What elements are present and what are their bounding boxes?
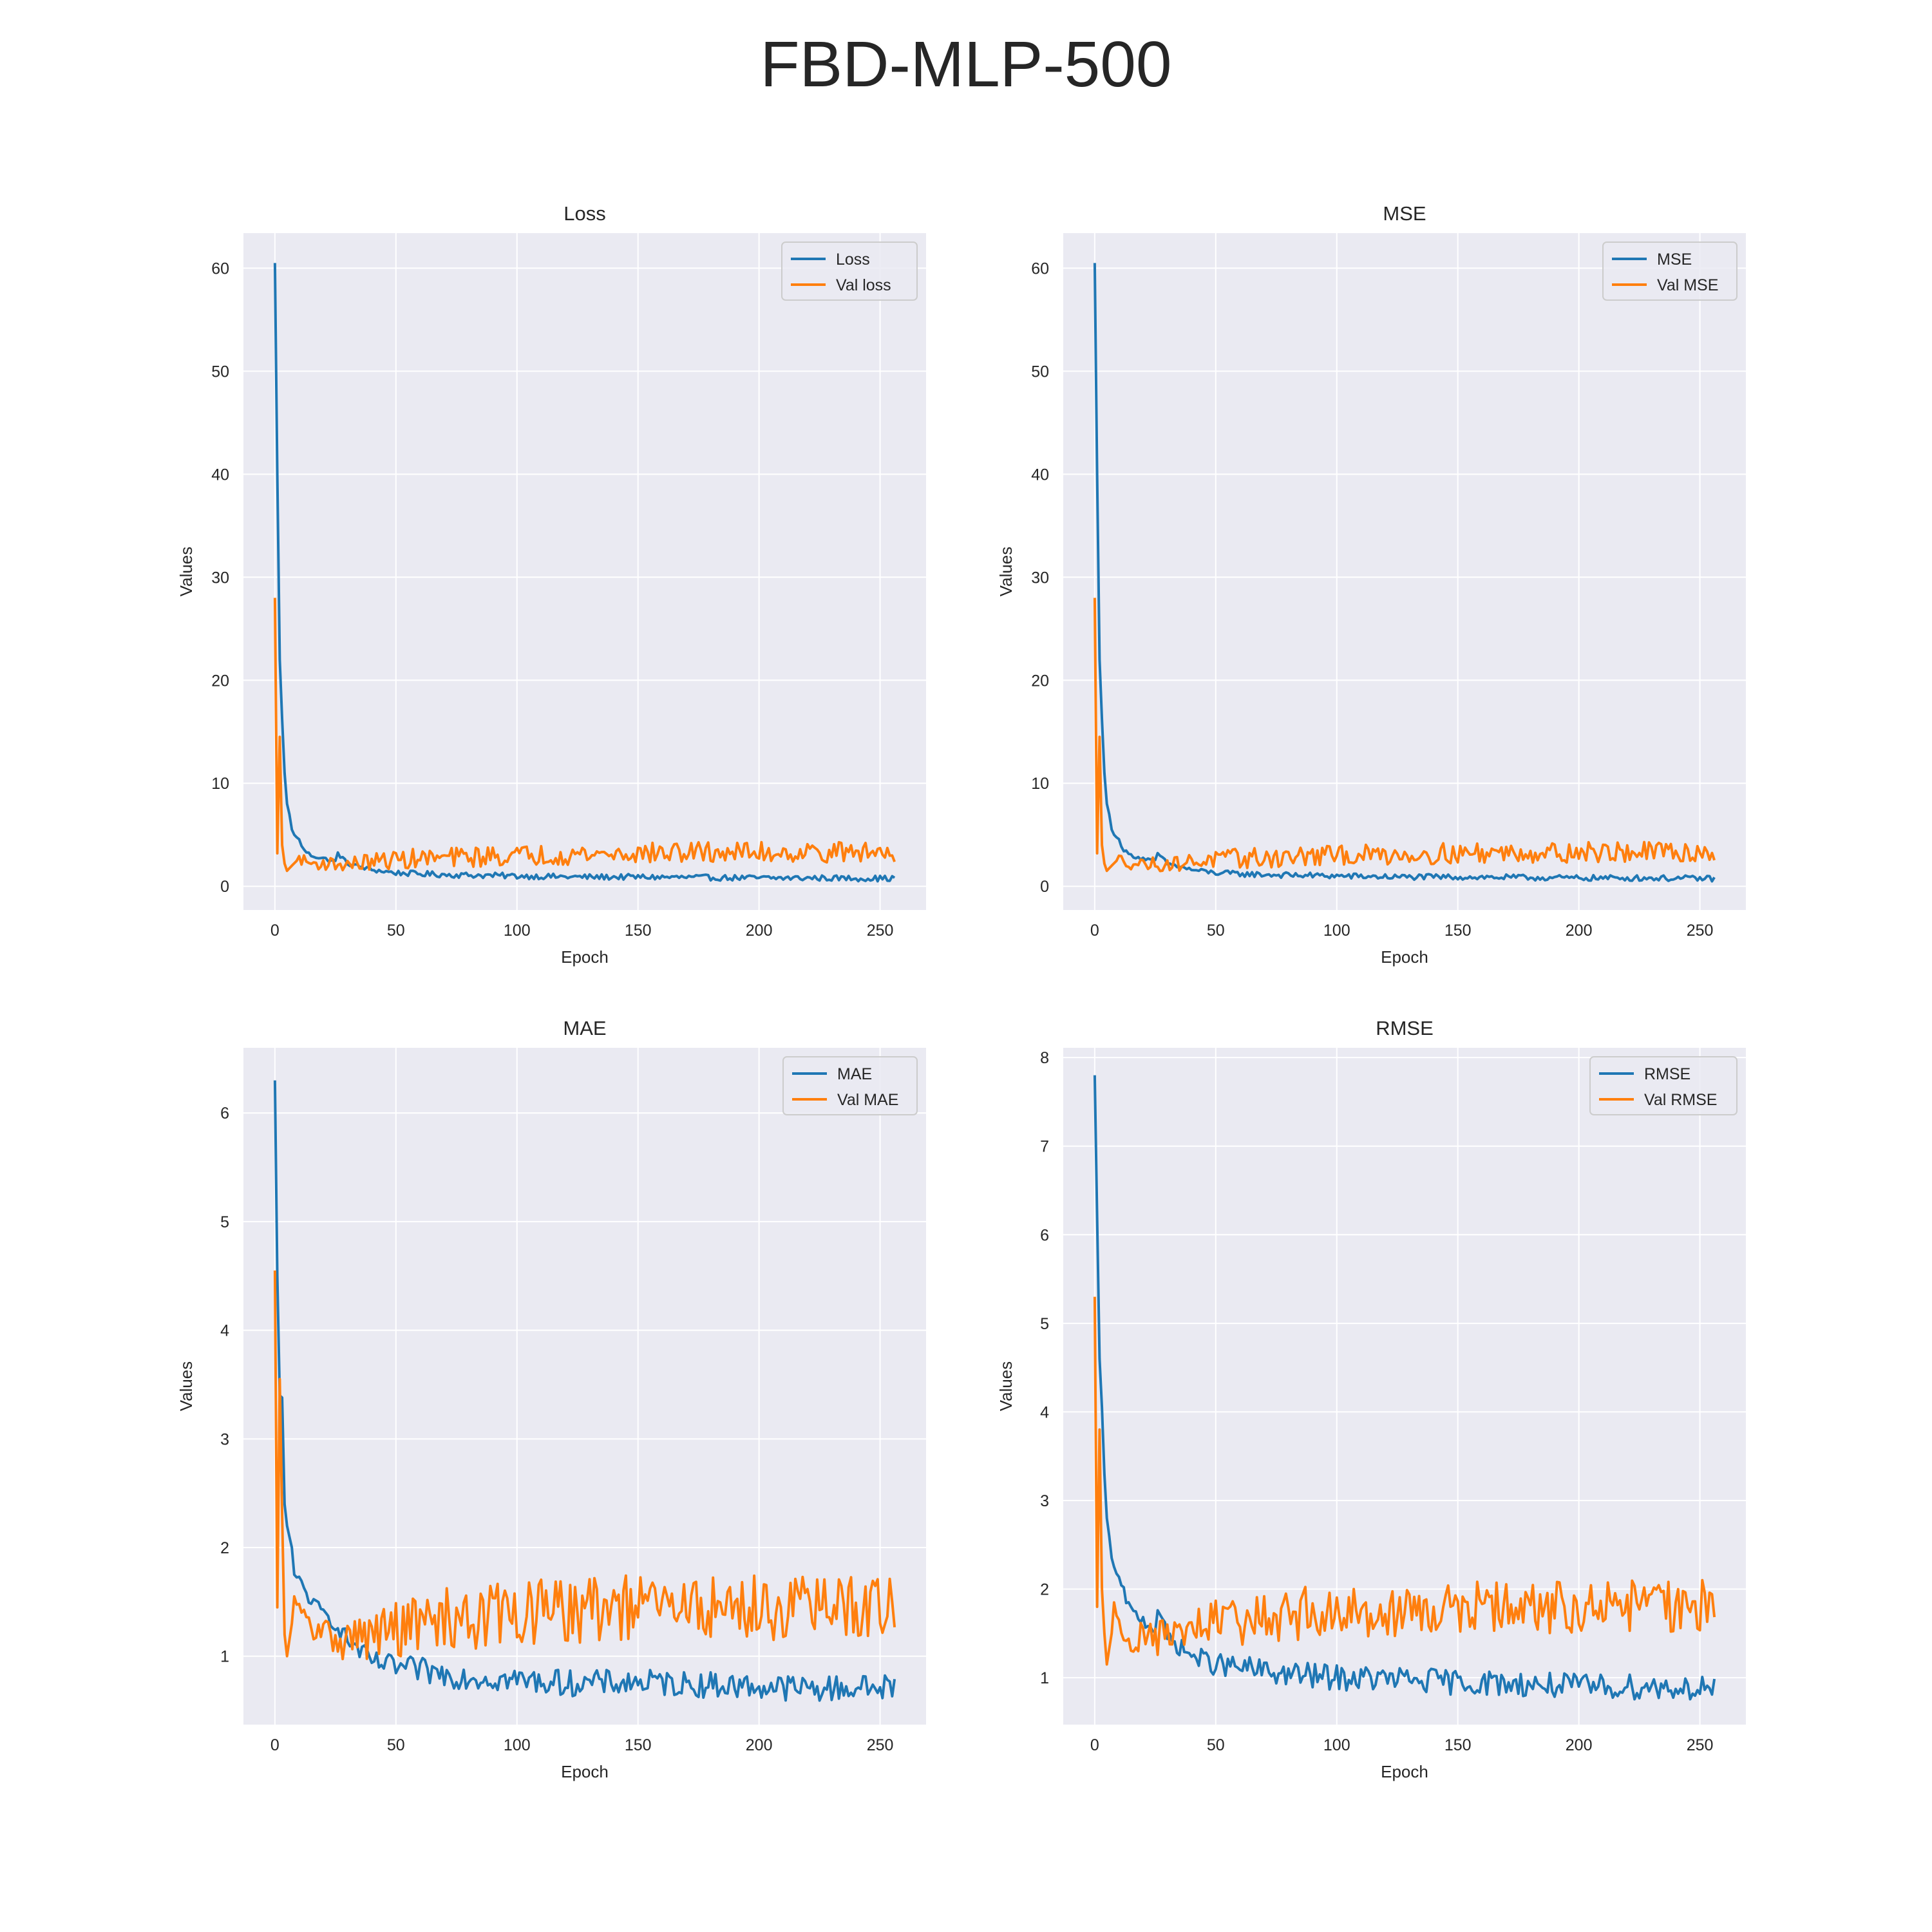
series-line-mae <box>273 1080 896 1702</box>
y-tick-label: 10 <box>1031 775 1049 793</box>
subplot-title: Loss <box>564 202 605 225</box>
x-tick-label: 150 <box>625 922 652 940</box>
x-tick-label: 150 <box>625 1736 652 1754</box>
y-tick-label: 5 <box>220 1213 229 1231</box>
x-tick-label: 0 <box>270 1736 279 1754</box>
x-tick-label: 50 <box>387 1736 405 1754</box>
x-axis-label: Epoch <box>1381 1762 1428 1781</box>
x-tick-label: 250 <box>1687 1736 1714 1754</box>
x-axis-label: Epoch <box>561 1762 609 1781</box>
y-tick-label: 10 <box>211 775 229 793</box>
x-tick-label: 200 <box>1566 922 1593 940</box>
y-tick-label: 0 <box>1040 878 1049 896</box>
legend-label: Val MSE <box>1657 276 1718 294</box>
y-tick-label: 40 <box>211 466 229 484</box>
y-axis-label: Values <box>996 1361 1016 1412</box>
series-line-val-rmse <box>1093 1296 1716 1666</box>
subplot-mse: 0 50 100 150 200 250 0 10 20 30 40 50 60 Epoch Values M… <box>996 202 1746 967</box>
x-tick-label: 200 <box>746 922 773 940</box>
x-tick-label: 50 <box>387 922 405 940</box>
y-tick-label: 2 <box>220 1539 229 1557</box>
series-line-loss <box>273 263 896 883</box>
y-tick-label: 3 <box>220 1430 229 1448</box>
y-tick-label: 20 <box>211 672 229 690</box>
legend-label: MSE <box>1657 251 1692 269</box>
y-axis-label: Values <box>996 547 1016 597</box>
x-tick-label: 0 <box>1090 922 1099 940</box>
plot-area <box>243 233 926 910</box>
y-tick-label: 50 <box>1031 363 1049 381</box>
y-tick-label: 40 <box>1031 466 1049 484</box>
y-tick-label: 5 <box>1040 1315 1049 1333</box>
x-tick-label: 50 <box>1207 1736 1225 1754</box>
y-tick-label: 6 <box>220 1104 229 1122</box>
x-tick-label: 0 <box>270 922 279 940</box>
subplot-loss: 0 50 100 150 200 250 0 10 20 30 40 50 60 Epoch Values L… <box>176 202 926 967</box>
series-line-val-loss <box>273 598 896 873</box>
legend-label: Loss <box>836 251 870 269</box>
y-axis-label: Values <box>176 1361 196 1412</box>
series-line-mse <box>1093 263 1716 883</box>
subplot-title: MAE <box>563 1017 606 1039</box>
subplot-mae: 0 50 100 150 200 250 1 2 3 4 5 6 Epoch Values MAE MAE Va… <box>176 1017 926 1781</box>
series-line-val-mse <box>1093 598 1716 873</box>
subplot-title: RMSE <box>1376 1017 1434 1039</box>
x-axis-label: Epoch <box>1381 947 1428 967</box>
y-tick-label: 50 <box>211 363 229 381</box>
y-tick-label: 8 <box>1040 1049 1049 1067</box>
x-tick-label: 200 <box>746 1736 773 1754</box>
x-tick-label: 250 <box>867 922 894 940</box>
subplot-title: MSE <box>1383 202 1426 225</box>
y-tick-label: 1 <box>1040 1669 1049 1687</box>
legend-label: Val RMSE <box>1644 1091 1717 1109</box>
y-tick-label: 30 <box>1031 569 1049 587</box>
x-tick-label: 0 <box>1090 1736 1099 1754</box>
x-tick-label: 50 <box>1207 922 1225 940</box>
y-tick-label: 30 <box>211 569 229 587</box>
x-tick-label: 200 <box>1566 1736 1593 1754</box>
y-tick-label: 3 <box>1040 1492 1049 1510</box>
series-line-rmse <box>1093 1075 1716 1701</box>
x-tick-label: 250 <box>867 1736 894 1754</box>
legend-label: RMSE <box>1644 1065 1690 1083</box>
y-tick-label: 4 <box>220 1322 229 1340</box>
y-tick-label: 20 <box>1031 672 1049 690</box>
series-line-val-mae <box>273 1270 896 1661</box>
plot-area <box>243 1048 926 1725</box>
y-tick-label: 60 <box>1031 260 1049 278</box>
y-axis-label: Values <box>176 547 196 597</box>
plot-area <box>1063 233 1746 910</box>
x-axis-label: Epoch <box>561 947 609 967</box>
subplot-rmse: 0 50 100 150 200 250 1 2 3 4 5 6 7 8 Epoch Values RMSE RM… <box>996 1017 1746 1781</box>
y-tick-label: 60 <box>211 260 229 278</box>
y-tick-label: 7 <box>1040 1138 1049 1156</box>
y-tick-label: 4 <box>1040 1403 1049 1421</box>
y-tick-label: 6 <box>1040 1226 1049 1244</box>
y-tick-label: 2 <box>1040 1581 1049 1599</box>
x-tick-label: 100 <box>504 1736 531 1754</box>
x-tick-label: 250 <box>1687 922 1714 940</box>
legend-label: MAE <box>837 1065 872 1083</box>
figure-title: FBD-MLP-500 <box>760 28 1172 100</box>
x-tick-label: 100 <box>1323 1736 1350 1754</box>
legend-label: Val loss <box>836 276 891 294</box>
x-tick-label: 100 <box>1323 922 1350 940</box>
x-tick-label: 150 <box>1444 922 1472 940</box>
y-tick-label: 0 <box>220 878 229 896</box>
legend-label: Val MAE <box>837 1091 898 1109</box>
y-tick-label: 1 <box>220 1648 229 1666</box>
x-tick-label: 100 <box>504 922 531 940</box>
x-tick-label: 150 <box>1444 1736 1472 1754</box>
